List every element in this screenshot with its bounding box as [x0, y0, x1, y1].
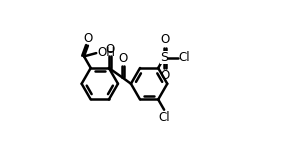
- Text: O: O: [83, 32, 93, 45]
- Text: Cl: Cl: [158, 111, 170, 124]
- Text: O: O: [118, 52, 128, 65]
- Text: O: O: [160, 33, 169, 46]
- Text: Cl: Cl: [179, 51, 190, 64]
- Text: O: O: [105, 43, 114, 56]
- Text: S: S: [160, 51, 168, 64]
- Text: OH: OH: [97, 46, 115, 59]
- Text: O: O: [160, 69, 169, 82]
